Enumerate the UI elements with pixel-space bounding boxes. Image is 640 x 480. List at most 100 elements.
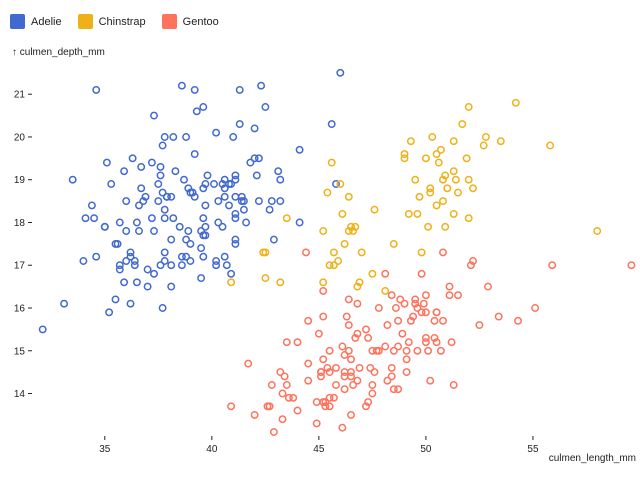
data-point <box>130 257 139 265</box>
y-axis-label: ↑ culmen_depth_mm <box>12 47 105 58</box>
data-point <box>347 355 355 364</box>
data-point <box>250 410 259 419</box>
data-point <box>319 286 328 295</box>
data-point <box>154 197 163 206</box>
data-point <box>199 184 208 193</box>
data-point <box>409 312 418 321</box>
data-point <box>479 141 488 150</box>
data-point <box>445 282 454 291</box>
data-point <box>355 278 364 287</box>
data-point <box>156 171 165 180</box>
data-point <box>239 197 248 206</box>
data-point <box>432 201 441 210</box>
data-point <box>417 269 426 278</box>
data-point <box>366 363 375 372</box>
data-point <box>368 381 377 389</box>
data-point <box>351 222 360 231</box>
data-point <box>319 278 328 287</box>
data-point <box>325 261 334 270</box>
data-point <box>413 304 422 312</box>
data-point <box>38 325 47 334</box>
data-point <box>325 402 334 411</box>
data-point <box>402 368 411 377</box>
data-point <box>261 248 270 257</box>
data-point <box>254 197 263 206</box>
data-point <box>158 141 167 150</box>
data-point <box>364 333 373 342</box>
data-point <box>289 393 298 402</box>
data-point <box>443 184 452 193</box>
data-point <box>340 372 349 381</box>
data-point <box>171 167 180 176</box>
data-point <box>441 222 450 231</box>
data-point <box>344 227 353 235</box>
data-point <box>199 214 208 223</box>
data-point <box>372 346 381 355</box>
data-point <box>257 81 266 90</box>
data-point <box>514 316 522 325</box>
data-point <box>269 428 278 436</box>
data-point <box>186 257 195 265</box>
data-point <box>338 342 347 351</box>
data-point <box>400 150 409 159</box>
data-point <box>167 282 176 291</box>
data-point <box>381 286 390 295</box>
data-point <box>344 295 353 304</box>
data-point <box>449 381 458 389</box>
data-point <box>428 133 437 141</box>
data-point <box>338 209 347 218</box>
data-point <box>531 304 540 312</box>
y-tick: 19 <box>14 175 32 186</box>
series-adelie <box>38 68 345 334</box>
data-point <box>439 197 447 206</box>
data-point <box>548 261 557 270</box>
data-point <box>340 239 349 248</box>
data-point <box>175 222 184 231</box>
data-point <box>169 214 178 223</box>
legend-swatch-chinstrap <box>77 14 93 29</box>
data-point <box>327 120 336 129</box>
data-point <box>327 158 336 167</box>
data-point <box>135 201 143 210</box>
legend-item-adelie[interactable]: Adelie <box>10 14 62 29</box>
data-point <box>220 175 229 184</box>
data-point <box>220 184 229 193</box>
data-point <box>332 180 340 188</box>
data-point <box>252 171 261 180</box>
data-point <box>227 278 236 287</box>
data-point <box>282 214 291 223</box>
data-point <box>265 402 274 411</box>
data-point <box>156 261 165 270</box>
data-point <box>436 145 445 154</box>
data-point <box>381 269 390 278</box>
data-point <box>218 222 227 231</box>
data-point <box>81 214 90 223</box>
x-tick-label: 50 <box>420 444 432 455</box>
data-point <box>154 180 163 188</box>
data-point <box>451 175 460 184</box>
data-point <box>137 162 146 171</box>
data-point <box>449 167 458 176</box>
data-point <box>466 261 475 270</box>
y-tick-label: 17 <box>14 261 26 272</box>
data-point <box>511 98 520 107</box>
legend-label-chinstrap: Chinstrap <box>98 15 146 28</box>
data-point <box>439 316 447 325</box>
data-point <box>212 261 221 270</box>
data-point <box>362 402 370 411</box>
data-point <box>312 398 321 407</box>
series-gentoo <box>227 248 636 436</box>
data-point <box>180 175 188 184</box>
data-point <box>190 192 199 201</box>
data-point <box>413 346 422 355</box>
data-point <box>340 351 349 359</box>
data-point <box>464 175 473 184</box>
data-point <box>441 171 450 180</box>
x-tick: 35 <box>99 436 111 455</box>
legend-item-chinstrap[interactable]: Chinstrap <box>77 14 146 29</box>
data-point <box>199 252 208 261</box>
data-point <box>319 355 328 364</box>
data-point <box>214 218 223 227</box>
legend-item-gentoo[interactable]: Gentoo <box>161 14 219 29</box>
data-point <box>231 171 240 180</box>
